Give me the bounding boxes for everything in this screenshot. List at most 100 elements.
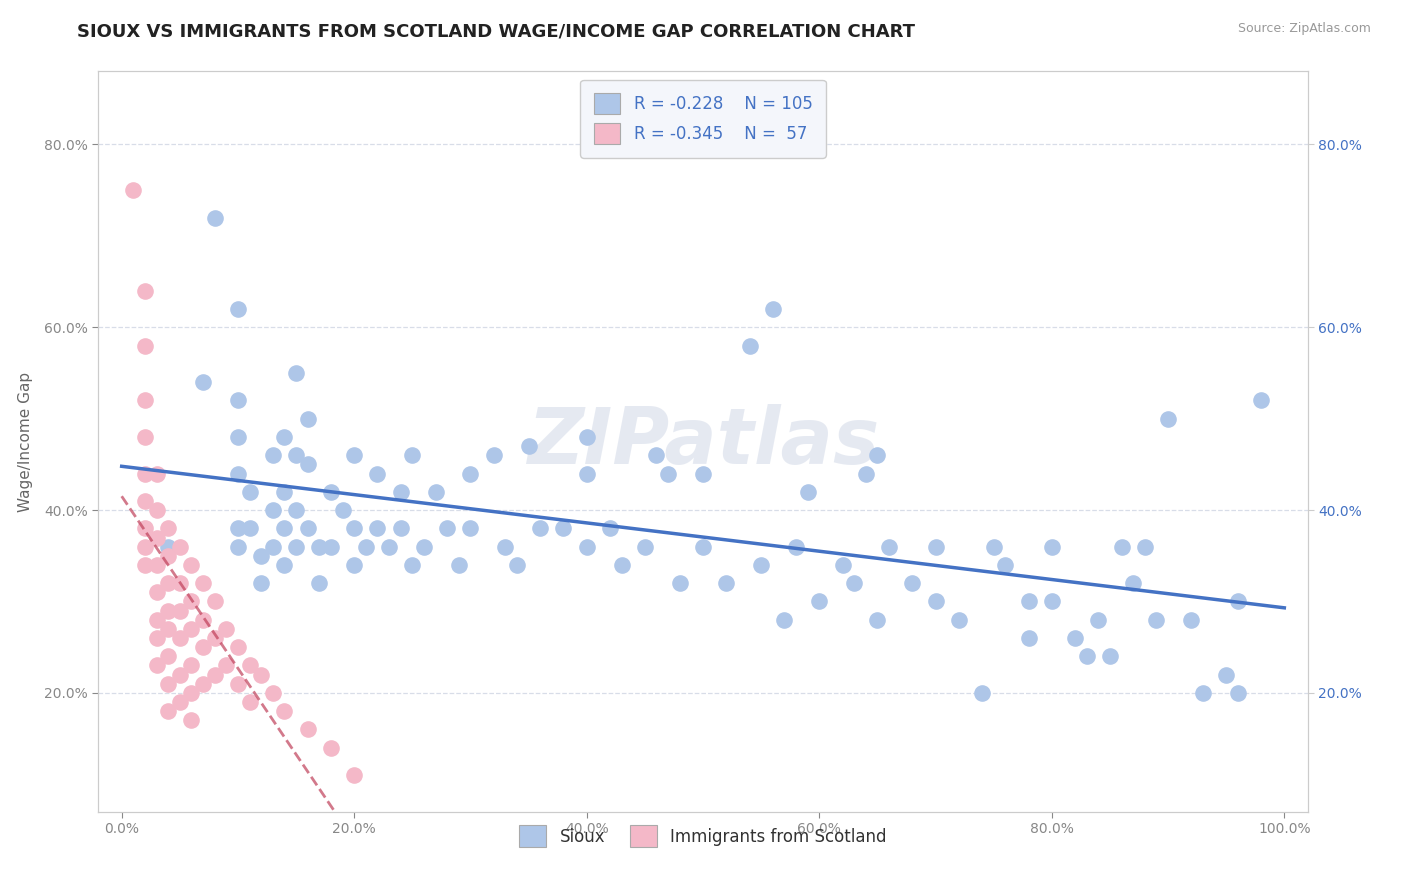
Point: [145, 585, 167, 599]
Point: [994, 558, 1017, 572]
Point: [866, 613, 889, 627]
Point: [262, 686, 284, 700]
Point: [180, 558, 202, 572]
Point: [145, 631, 167, 645]
Point: [134, 558, 156, 572]
Point: [808, 594, 831, 608]
Point: [482, 448, 505, 462]
Point: [134, 284, 156, 298]
Point: [796, 484, 818, 499]
Point: [831, 558, 853, 572]
Point: [134, 393, 156, 408]
Point: [319, 740, 342, 755]
Point: [226, 521, 249, 535]
Point: [157, 521, 180, 535]
Point: [191, 640, 214, 655]
Point: [297, 458, 319, 472]
Point: [226, 677, 249, 691]
Point: [1018, 631, 1040, 645]
Point: [1076, 649, 1098, 664]
Point: [506, 558, 529, 572]
Point: [273, 704, 295, 718]
Point: [134, 338, 156, 352]
Point: [273, 430, 295, 444]
Point: [1157, 411, 1180, 425]
Point: [191, 375, 214, 389]
Point: [285, 540, 308, 554]
Point: [657, 467, 679, 481]
Point: [250, 576, 273, 591]
Point: [191, 677, 214, 691]
Point: [297, 723, 319, 737]
Point: [308, 540, 330, 554]
Point: [239, 658, 262, 673]
Point: [308, 576, 330, 591]
Point: [239, 521, 262, 535]
Point: [145, 531, 167, 545]
Point: [285, 503, 308, 517]
Point: [1215, 667, 1237, 681]
Point: [122, 183, 145, 197]
Point: [785, 540, 807, 554]
Point: [157, 604, 180, 618]
Point: [204, 631, 226, 645]
Point: [1018, 594, 1040, 608]
Point: [1180, 613, 1202, 627]
Point: [1144, 613, 1167, 627]
Point: [1192, 686, 1215, 700]
Text: Source: ZipAtlas.com: Source: ZipAtlas.com: [1237, 22, 1371, 36]
Point: [239, 484, 262, 499]
Point: [436, 521, 458, 535]
Point: [575, 467, 598, 481]
Point: [529, 521, 551, 535]
Point: [460, 467, 482, 481]
Point: [924, 594, 946, 608]
Point: [169, 540, 191, 554]
Point: [970, 686, 993, 700]
Point: [319, 484, 342, 499]
Point: [226, 430, 249, 444]
Point: [366, 521, 388, 535]
Point: [169, 667, 191, 681]
Point: [226, 301, 249, 316]
Point: [262, 503, 284, 517]
Point: [157, 576, 180, 591]
Point: [204, 667, 226, 681]
Point: [169, 631, 191, 645]
Point: [343, 448, 366, 462]
Point: [180, 622, 202, 636]
Point: [738, 338, 761, 352]
Point: [226, 540, 249, 554]
Point: [319, 540, 342, 554]
Point: [877, 540, 900, 554]
Point: [134, 494, 156, 508]
Point: [1111, 540, 1133, 554]
Point: [692, 540, 714, 554]
Point: [191, 576, 214, 591]
Point: [844, 576, 866, 591]
Point: [343, 768, 366, 782]
Point: [239, 695, 262, 709]
Point: [145, 503, 167, 517]
Y-axis label: Wage/Income Gap: Wage/Income Gap: [18, 371, 32, 512]
Point: [366, 467, 388, 481]
Point: [866, 448, 889, 462]
Point: [1250, 393, 1272, 408]
Point: [575, 540, 598, 554]
Point: [273, 484, 295, 499]
Text: ZIPatlas: ZIPatlas: [527, 403, 879, 480]
Point: [250, 549, 273, 563]
Point: [1040, 594, 1063, 608]
Point: [169, 695, 191, 709]
Point: [610, 558, 633, 572]
Point: [285, 366, 308, 380]
Point: [401, 448, 423, 462]
Point: [343, 558, 366, 572]
Point: [716, 576, 738, 591]
Point: [749, 558, 772, 572]
Point: [157, 704, 180, 718]
Point: [134, 430, 156, 444]
Point: [215, 622, 238, 636]
Point: [145, 467, 167, 481]
Point: [157, 622, 180, 636]
